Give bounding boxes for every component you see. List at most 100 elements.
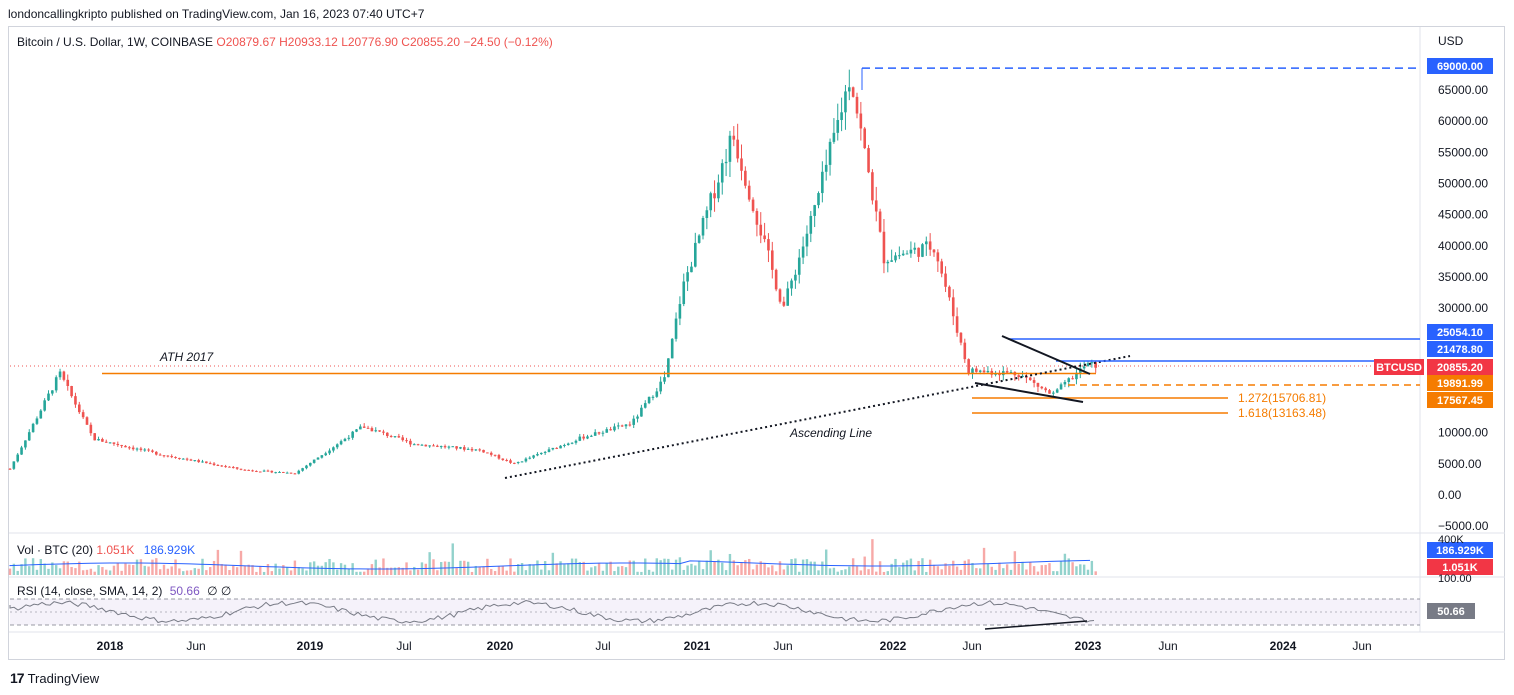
volume-bar <box>343 564 347 575</box>
candle-body <box>1059 384 1063 390</box>
volume-bar <box>928 559 932 575</box>
candle-body <box>863 128 866 149</box>
candle-body <box>1005 371 1009 373</box>
candle-body <box>590 435 593 437</box>
candle-body <box>332 447 335 451</box>
y-tick-label: 30000.00 <box>1438 301 1488 315</box>
volume-bar <box>1017 563 1020 575</box>
candle-body <box>66 379 70 386</box>
volume-bar <box>132 565 135 575</box>
candle-body <box>62 371 66 380</box>
volume-bar <box>151 559 154 575</box>
rsi-divergence-line <box>984 620 1088 630</box>
candle-body <box>432 445 435 447</box>
volume-bar <box>455 568 458 575</box>
candle-body <box>528 457 532 459</box>
open-value: O20879.67 <box>216 35 276 49</box>
candle-body <box>212 463 216 466</box>
volume-bar <box>101 567 104 575</box>
volume-bar <box>505 570 508 575</box>
y-tick-label: 50000.00 <box>1438 176 1488 190</box>
candle-body <box>744 170 747 186</box>
volume-value-2: 186.929K <box>143 543 196 557</box>
wedge-lower-line <box>974 382 1084 403</box>
volume-bar <box>774 571 778 575</box>
volume-bar <box>982 547 986 575</box>
candle-body <box>197 460 200 463</box>
candle-body <box>563 445 566 447</box>
volume-bar <box>690 563 693 575</box>
volume-bar <box>882 571 886 575</box>
candle-body <box>898 255 901 257</box>
x-tick-label: Jun <box>1352 639 1371 653</box>
volume-bar <box>470 571 474 575</box>
volume-bar <box>975 568 978 575</box>
candle-body <box>112 442 116 444</box>
volume-bar <box>178 568 181 575</box>
volume-bar <box>124 563 127 575</box>
y-tick-label: 35000.00 <box>1438 270 1488 284</box>
volume-bar <box>1021 561 1024 575</box>
candle-body <box>89 424 93 434</box>
candle-body <box>844 91 847 113</box>
volume-bar <box>239 550 243 575</box>
volume-bar <box>51 562 54 575</box>
candle-body <box>782 301 786 306</box>
candle-body <box>959 332 963 343</box>
volume-bar <box>640 571 643 575</box>
volume-bar <box>813 561 816 575</box>
candle-body <box>667 358 670 378</box>
candle-body <box>536 454 539 456</box>
volume-bar <box>1036 571 1040 575</box>
candle-body <box>362 426 366 428</box>
volume-bar <box>917 560 920 575</box>
volume-bar <box>62 561 66 575</box>
volume-bar <box>116 563 119 575</box>
candle-body <box>155 451 158 455</box>
volume-bar <box>1082 564 1086 575</box>
footer-brand[interactable]: TradingView <box>27 670 100 686</box>
volume-bar <box>309 562 312 575</box>
volume-bar <box>979 568 982 575</box>
candle-body <box>224 466 227 468</box>
volume-bar <box>932 564 936 575</box>
ascending-line <box>504 355 1131 479</box>
candle-body <box>532 455 535 458</box>
volume-bar <box>370 564 374 575</box>
candle-body <box>70 385 73 397</box>
candle-body <box>982 370 986 373</box>
volume-bar <box>855 566 859 575</box>
candle-body <box>85 417 89 425</box>
candle-body <box>717 182 720 199</box>
volume-bar <box>378 567 381 575</box>
volume-bar <box>867 569 870 575</box>
candle-body <box>143 449 147 451</box>
volume-bar <box>620 566 624 575</box>
candle-body <box>174 456 177 458</box>
volume-bar <box>844 569 847 575</box>
volume-bar <box>251 565 254 575</box>
candle-body <box>193 460 197 462</box>
candle-body <box>459 447 462 449</box>
volume-bar <box>497 565 501 575</box>
candle-body <box>39 410 43 419</box>
y-tick-label: 65000.00 <box>1438 83 1488 97</box>
volume-value-1: 1.051K <box>96 543 135 557</box>
volume-bar <box>301 568 304 575</box>
volume-bar <box>547 570 551 575</box>
volume-bar <box>1067 558 1070 575</box>
candle-body <box>293 473 297 475</box>
candle-body <box>382 431 385 433</box>
ath-label: ATH 2017 <box>159 350 214 364</box>
candle-body <box>339 441 343 445</box>
candle-body <box>994 373 997 375</box>
volume-bar <box>732 560 735 575</box>
volume-bar <box>1086 569 1090 575</box>
candle-body <box>120 445 123 447</box>
candle-body <box>474 449 478 451</box>
volume-bar <box>413 566 416 575</box>
candle-body <box>478 449 481 451</box>
volume-bar <box>832 567 836 575</box>
candle-body <box>878 211 882 232</box>
